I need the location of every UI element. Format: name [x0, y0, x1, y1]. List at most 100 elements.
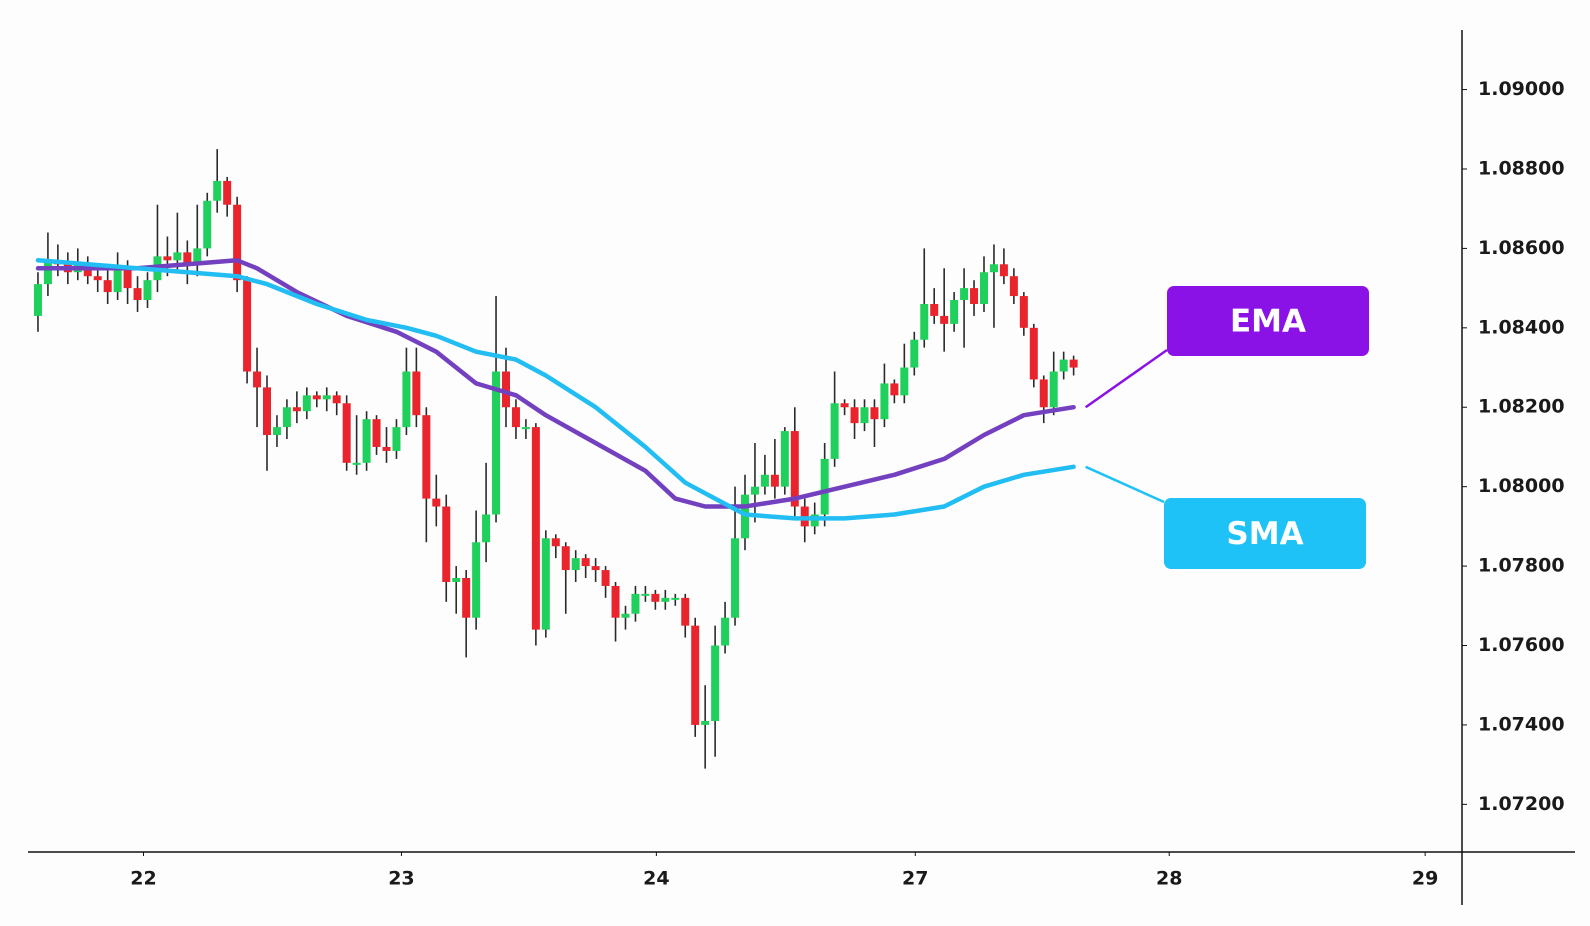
- candle-body: [551, 538, 560, 547]
- candle-body: [850, 407, 859, 424]
- candle-body: [980, 272, 988, 304]
- candle-body: [253, 371, 262, 388]
- candle-body: [193, 248, 202, 265]
- candle-body: [651, 593, 660, 602]
- candle-body: [989, 264, 998, 273]
- candle-body: [452, 578, 461, 582]
- candle-body: [611, 585, 620, 618]
- x-tick-label: 28: [1156, 868, 1182, 890]
- x-tick-label: 27: [902, 868, 928, 890]
- candle-body: [123, 268, 132, 289]
- candles: [33, 149, 1078, 769]
- candle-body: [511, 407, 520, 428]
- candle-body: [462, 578, 471, 618]
- candle-body: [940, 315, 949, 324]
- candle-body: [173, 252, 182, 261]
- x-tick-label: 24: [643, 868, 669, 890]
- x-tick-label: 23: [388, 868, 414, 890]
- y-tick-label: 1.08000: [1478, 475, 1565, 497]
- candle-body: [561, 546, 570, 571]
- candle-body: [43, 260, 52, 285]
- y-tick-label: 1.07600: [1478, 634, 1565, 656]
- candle-body: [711, 645, 720, 721]
- candle-body: [322, 395, 331, 400]
- candle-body: [581, 558, 590, 567]
- candle-body: [1059, 359, 1068, 372]
- candle-body: [33, 284, 42, 316]
- candle-body: [950, 300, 959, 324]
- candle-body: [780, 431, 789, 487]
- candle-body: [103, 280, 112, 293]
- candle-body: [392, 427, 401, 451]
- candle-body: [312, 395, 321, 400]
- candle-body: [492, 371, 501, 515]
- candle-body: [701, 720, 710, 725]
- candle-body: [999, 264, 1008, 277]
- legend-label: SMA: [1226, 516, 1303, 552]
- legend-badge: [1167, 286, 1369, 356]
- candle-body: [1019, 296, 1028, 328]
- candle-body: [840, 403, 849, 408]
- candle-body: [880, 383, 889, 420]
- candle-body: [372, 419, 381, 447]
- candle-body: [402, 371, 411, 428]
- candle-body: [442, 506, 451, 582]
- candle-body: [820, 458, 829, 515]
- candle-body: [223, 180, 232, 205]
- ma-line: [35, 258, 1076, 521]
- candle-body: [243, 280, 252, 372]
- candle-body: [183, 252, 192, 265]
- y-tick-label: 1.08600: [1478, 237, 1565, 259]
- candle-body: [133, 288, 142, 301]
- candle-body: [143, 280, 152, 301]
- candle-body: [641, 593, 650, 596]
- candle-body: [432, 498, 441, 507]
- candle-body: [860, 407, 869, 424]
- candle-body: [790, 431, 799, 507]
- candle-body: [750, 486, 759, 495]
- x-tick-label: 22: [130, 868, 156, 890]
- y-tick-label: 1.09000: [1478, 78, 1565, 100]
- ma-line: [35, 258, 1076, 509]
- candle-body: [541, 538, 550, 630]
- candle-body: [830, 403, 839, 459]
- candle-body: [970, 288, 979, 304]
- candle-body: [1009, 276, 1018, 297]
- candle-body: [1029, 327, 1038, 380]
- candle-body: [282, 407, 291, 428]
- candle-body: [591, 566, 600, 571]
- candle-body: [203, 200, 212, 249]
- candle-body: [412, 371, 421, 416]
- candle-body: [760, 474, 769, 487]
- candle-body: [233, 204, 242, 281]
- y-tick-label: 1.08800: [1478, 157, 1565, 179]
- candle-body: [163, 256, 172, 261]
- candle-body: [960, 288, 969, 301]
- candle-body: [113, 268, 122, 293]
- y-tick-label: 1.07400: [1478, 713, 1565, 735]
- candle-body: [571, 558, 580, 571]
- candle-body: [930, 304, 939, 316]
- candle-body: [531, 427, 540, 630]
- y-tick-label: 1.07800: [1478, 555, 1565, 577]
- y-tick-label: 1.07200: [1478, 793, 1565, 815]
- candle-body: [770, 474, 779, 487]
- candle-body: [302, 395, 311, 412]
- candle-body: [382, 446, 391, 451]
- candle-body: [661, 597, 670, 602]
- candle-body: [352, 462, 361, 465]
- label-connector: [1084, 348, 1168, 409]
- legend-badge: [1164, 498, 1366, 569]
- candle-body: [910, 339, 919, 368]
- candle-body: [1049, 371, 1058, 408]
- candle-body: [681, 597, 690, 626]
- candle-body: [502, 371, 510, 408]
- label-connector: [1085, 465, 1165, 504]
- candle-body: [1039, 379, 1048, 408]
- candle-body: [263, 387, 271, 436]
- candle-body: [362, 419, 371, 463]
- candle-body: [93, 276, 102, 281]
- candle-body: [521, 427, 530, 430]
